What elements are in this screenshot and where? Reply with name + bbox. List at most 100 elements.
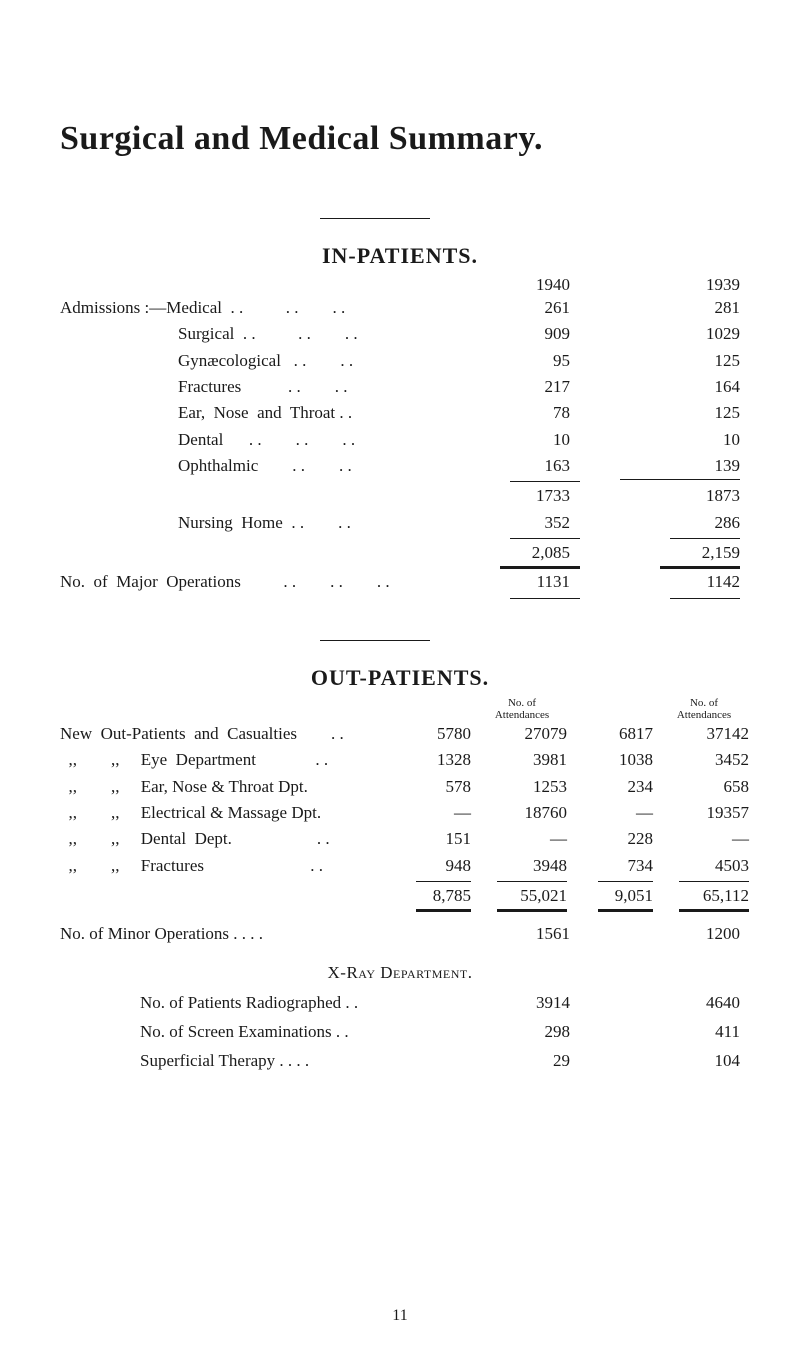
xray-row: Superficial Therapy . . . .29104 [60,1047,740,1076]
row-label: Ophthalmic . . . . [60,453,460,479]
row-label: No. of Patients Radiographed . . [60,989,465,1018]
row-value-1939: 4640 [580,989,740,1018]
row-value-1939: 281 [580,295,740,321]
double-rule-icon [497,909,567,912]
row-value-1939: 104 [580,1047,740,1076]
row-value-1940: 29 [465,1047,580,1076]
admissions-row: Dental . . . . . . 10 10 [60,427,740,453]
admissions-row: Fractures . . . . 217 164 [60,374,740,400]
out-patients-row: ,, ,, Fractures . .94839487344503 [60,853,740,879]
row-value: — [573,800,653,826]
row-value: 5780 [401,721,471,747]
row-label: Nursing Home . . . . [60,510,460,536]
admissions-row: Gynæcological . . . . 95 125 [60,348,740,374]
row-value-1939: 125 [580,348,740,374]
out-total-c3: 55,021 [477,883,567,909]
row-value-1939: 139 [580,453,740,479]
admissions-row: Surgical . . . . . . 909 1029 [60,321,740,347]
row-value-1940: 1561 [465,920,580,949]
out-patients-row: ,, ,, Electrical & Massage Dpt.—18760—19… [60,800,740,826]
subtotal-row: 1733 1873 [60,483,740,509]
out-patients-row: New Out-Patients and Casualties . .57802… [60,721,740,747]
row-value-1940: 95 [460,348,580,374]
out-total-c2: 8,785 [401,883,471,909]
row-label: ,, ,, Ear, Nose & Throat Dpt. [60,774,395,800]
row-value: 4503 [659,853,749,879]
row-value: 3948 [477,853,567,879]
xray-row: No. of Screen Examinations . .298411 [60,1018,740,1047]
year-header-row: 1940 1939 [60,275,740,295]
row-value: 18760 [477,800,567,826]
row-value-1940: 217 [460,374,580,400]
row-value: 578 [401,774,471,800]
row-label: Admissions :—Medical . . . . . . [60,295,460,321]
year-1939: 1939 [580,275,740,295]
row-value-1939: 411 [580,1018,740,1047]
subtotal-1939: 1873 [580,483,740,509]
row-label: No. of Screen Examinations . . [60,1018,465,1047]
major-operations-row: No. of Major Operations . . . . . . 1131… [60,569,740,595]
row-value: 6817 [573,721,653,747]
row-value: 228 [573,826,653,852]
row-label: ,, ,, Fractures . . [60,853,395,879]
page-container: Surgical and Medical Summary. IN-PATIENT… [0,0,800,1365]
row-label: Gynæcological . . . . [60,348,460,374]
total-row: 2,085 2,159 [60,540,740,566]
minor-operations-row: No. of Minor Operations . . . . 1561 120… [60,920,740,949]
rule-row [60,596,740,600]
row-value: 3981 [477,747,567,773]
row-value-1939: 286 [580,510,740,536]
admissions-row: Admissions :—Medical . . . . . . 261 281 [60,295,740,321]
row-value-1939: 10 [580,427,740,453]
row-label: No. of Major Operations . . . . . . [60,569,460,595]
row-label: ,, ,, Eye Department . . [60,747,395,773]
out-patients-header-row: No. of Attendances No. of Attendances [60,697,740,721]
row-value: — [477,826,567,852]
row-value-1939: 1142 [580,569,740,595]
out-totals-row: 8,785 55,021 9,051 65,112 [60,883,740,909]
double-rule-icon [679,909,749,912]
row-value: 151 [401,826,471,852]
page-title: Surgical and Medical Summary. [60,120,740,158]
row-label: ,, ,, Dental Dept. . . [60,826,395,852]
page-number: 11 [0,1307,800,1325]
row-value-1940: 261 [460,295,580,321]
row-value: 1253 [477,774,567,800]
row-value: 19357 [659,800,749,826]
admissions-row: Ear, Nose and Throat . . 78 125 [60,400,740,426]
row-value: 658 [659,774,749,800]
total-1940: 2,085 [460,540,580,566]
attendances-header-1: No. of Attendances [477,697,567,721]
attendances-header-2: No. of Attendances [659,697,749,721]
row-label: Ear, Nose and Throat . . [60,400,460,426]
out-patients-row: ,, ,, Dental Dept. . .151—228— [60,826,740,852]
row-label: Fractures . . . . [60,374,460,400]
row-value-1940: 163 [460,453,580,479]
row-value: 1328 [401,747,471,773]
out-total-c5: 65,112 [659,883,749,909]
divider [320,640,430,641]
year-1940: 1940 [460,275,580,295]
total-1939: 2,159 [580,540,740,566]
out-patients-heading: OUT-PATIENTS. [60,665,740,691]
title-text: Surgical and Medical Summary. [60,120,543,157]
row-value: 734 [573,853,653,879]
double-rule-icon [416,909,471,912]
row-label: Superficial Therapy . . . . [60,1047,465,1076]
out-patients-row: ,, ,, Eye Department . .1328398110383452 [60,747,740,773]
row-value-1939: 125 [580,400,740,426]
row-value: 37142 [659,721,749,747]
out-patients-row: ,, ,, Ear, Nose & Throat Dpt.57812532346… [60,774,740,800]
row-value-1940: 909 [460,321,580,347]
row-value: — [401,800,471,826]
row-value: — [659,826,749,852]
row-label: ,, ,, Electrical & Massage Dpt. [60,800,395,826]
xray-row: No. of Patients Radiographed . .39144640 [60,989,740,1018]
row-value: 3452 [659,747,749,773]
xray-heading: X-Ray Department. [60,963,740,983]
row-value-1939: 1200 [580,920,740,949]
row-label: Dental . . . . . . [60,427,460,453]
row-value-1940: 10 [460,427,580,453]
double-rule-icon [598,909,653,912]
rule-icon [670,598,740,600]
